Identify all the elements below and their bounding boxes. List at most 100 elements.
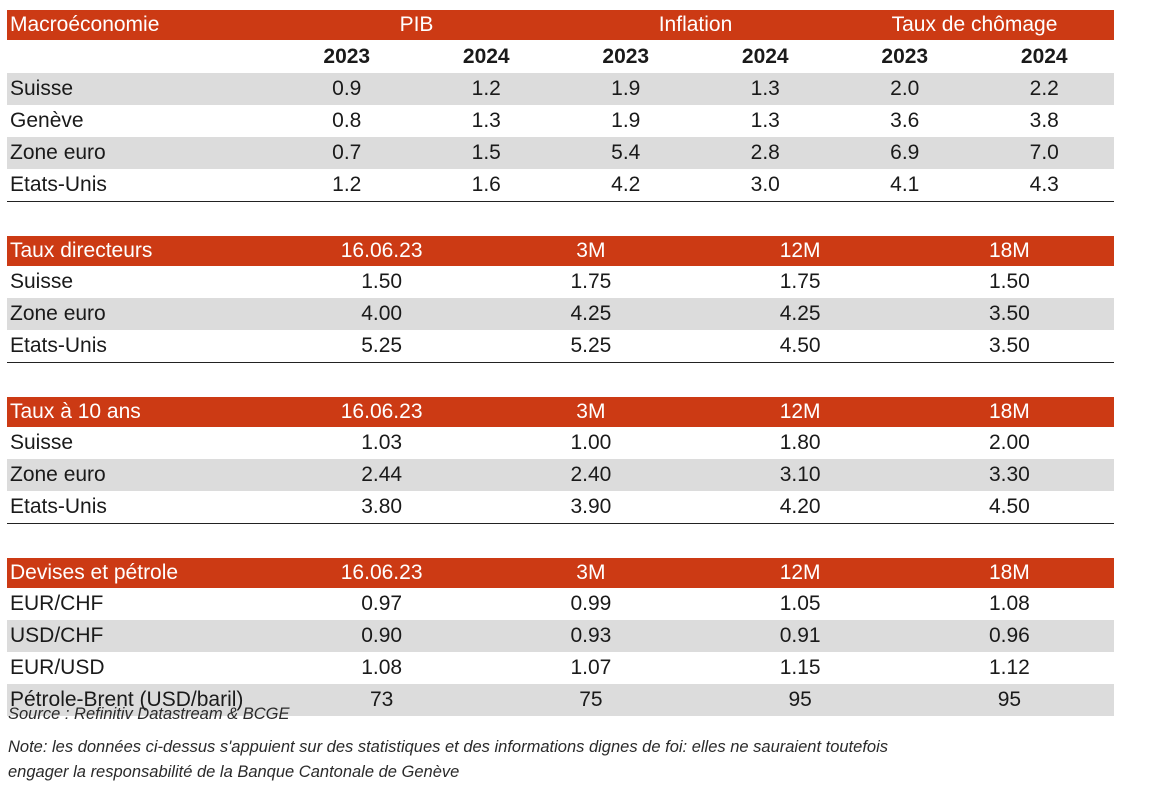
table-row: Pétrole-Brent (USD/baril) 73 75 95 95 xyxy=(7,684,1114,716)
devises-header-row: Devises et pétrole 16.06.23 3M 12M 18M xyxy=(7,558,1114,588)
year-cell: 2023 xyxy=(323,44,371,68)
value-cell: 2.2 xyxy=(974,73,1114,105)
column-header: 16.06.23 xyxy=(277,397,487,427)
table-spacer xyxy=(7,363,1114,397)
row-label: Genève xyxy=(10,109,84,132)
value-cell: 1.50 xyxy=(988,270,1030,293)
table-row: Etats-Unis 1.2 1.6 4.2 3.0 4.1 4.3 xyxy=(7,169,1114,202)
row-label: USD/CHF xyxy=(7,620,277,652)
value-cell: 1.05 xyxy=(779,592,821,615)
row-label: Suisse xyxy=(7,73,277,105)
value-cell: 0.93 xyxy=(486,620,696,652)
value-cell: 4.00 xyxy=(277,298,487,330)
row-label: EUR/CHF xyxy=(10,592,104,615)
value-cell: 1.08 xyxy=(988,592,1030,615)
value-cell: 2.8 xyxy=(695,137,835,169)
value-cell: 4.20 xyxy=(695,491,905,524)
devises-table: Devises et pétrole 16.06.23 3M 12M 18M E… xyxy=(7,558,1114,716)
value-cell: 4.50 xyxy=(904,491,1114,524)
column-header: 16.06.23 xyxy=(277,236,487,266)
pib-header: PIB xyxy=(277,10,556,40)
table-row: Zone euro 2.44 2.40 3.10 3.30 xyxy=(7,459,1114,491)
table-row: Zone euro 4.00 4.25 4.25 3.50 xyxy=(7,298,1114,330)
directeurs-title: Taux directeurs xyxy=(7,236,277,266)
chomage-header: Taux de chômage xyxy=(835,10,1114,40)
value-cell: 95 xyxy=(904,684,1114,716)
empty-cell xyxy=(7,40,277,73)
row-label: Etats-Unis xyxy=(7,169,277,202)
value-cell: 2.0 xyxy=(835,73,975,105)
table-row: EUR/USD 1.08 1.07 1.15 1.12 xyxy=(7,652,1114,684)
value-cell: 0.7 xyxy=(277,137,417,169)
value-cell: 3.8 xyxy=(1029,109,1059,132)
year-cell: 2023 xyxy=(881,44,929,68)
directeurs-table: Taux directeurs 16.06.23 3M 12M 18M Suis… xyxy=(7,236,1114,363)
source-note: Source : Refinitiv Datastream & BCGE xyxy=(8,705,290,723)
value-cell: 2.00 xyxy=(988,431,1030,454)
value-cell: 1.75 xyxy=(570,270,612,293)
value-cell: 1.2 xyxy=(277,169,417,202)
table-row: Genève 0.8 1.3 1.9 1.3 3.6 3.8 xyxy=(7,105,1114,137)
disclaimer-line-2: engager la responsabilité de la Banque C… xyxy=(8,763,460,781)
value-cell: 3.50 xyxy=(904,298,1114,330)
column-header: 3M xyxy=(486,397,696,427)
row-label: Zone euro xyxy=(7,137,277,169)
column-header: 3M xyxy=(486,558,696,588)
column-header: 18M xyxy=(904,236,1114,266)
column-header: 12M xyxy=(695,236,905,266)
macro-title: Macroéconomie xyxy=(7,10,277,40)
row-label: EUR/USD xyxy=(10,656,105,679)
value-cell: 5.25 xyxy=(277,330,487,363)
value-cell: 1.75 xyxy=(779,270,821,293)
table-row: Suisse 1.50 1.75 1.75 1.50 xyxy=(7,266,1114,298)
value-cell: 3.10 xyxy=(695,459,905,491)
value-cell: 7.0 xyxy=(974,137,1114,169)
row-label: Zone euro xyxy=(7,298,277,330)
value-cell: 4.50 xyxy=(695,330,905,363)
value-cell: 1.08 xyxy=(361,656,403,679)
value-cell: 1.80 xyxy=(779,431,821,454)
row-label: Suisse xyxy=(10,270,74,293)
value-cell: 1.00 xyxy=(570,431,612,454)
table-row: Suisse 1.03 1.00 1.80 2.00 xyxy=(7,427,1114,459)
value-cell: 4.25 xyxy=(486,298,696,330)
column-header: 18M xyxy=(904,558,1114,588)
value-cell: 3.80 xyxy=(277,491,487,524)
table-row: Etats-Unis 3.80 3.90 4.20 4.50 xyxy=(7,491,1114,524)
value-cell: 0.9 xyxy=(277,73,417,105)
row-label: Suisse xyxy=(10,431,74,454)
value-cell: 4.25 xyxy=(695,298,905,330)
forecast-sheet: Macroéconomie PIB Inflation Taux de chôm… xyxy=(7,10,1114,716)
value-cell: 1.50 xyxy=(361,270,403,293)
value-cell: 0.99 xyxy=(570,592,612,615)
value-cell: 1.07 xyxy=(570,656,612,679)
column-header: 12M xyxy=(695,558,905,588)
inflation-header: Inflation xyxy=(556,10,835,40)
value-cell: 3.0 xyxy=(695,169,835,202)
value-cell: 1.03 xyxy=(361,431,403,454)
column-header: 3M xyxy=(486,236,696,266)
value-cell: 1.12 xyxy=(988,656,1030,679)
footer-notes: Source : Refinitiv Datastream & BCGE Not… xyxy=(8,705,1148,785)
value-cell: 1.9 xyxy=(556,73,696,105)
taux10-table: Taux à 10 ans 16.06.23 3M 12M 18M Suisse… xyxy=(7,397,1114,524)
value-cell: 1.5 xyxy=(416,137,556,169)
column-header: 18M xyxy=(904,397,1114,427)
table-row: USD/CHF 0.90 0.93 0.91 0.96 xyxy=(7,620,1114,652)
value-cell: 0.97 xyxy=(361,592,403,615)
year-cell: 2023 xyxy=(602,44,650,68)
value-cell: 0.90 xyxy=(277,620,487,652)
value-cell: 4.3 xyxy=(974,169,1114,202)
devises-title: Devises et pétrole xyxy=(7,558,277,588)
value-cell: 75 xyxy=(486,684,696,716)
column-header: 12M xyxy=(695,397,905,427)
value-cell: 5.25 xyxy=(486,330,696,363)
table-spacer xyxy=(7,524,1114,558)
table-row: Etats-Unis 5.25 5.25 4.50 3.50 xyxy=(7,330,1114,363)
row-label: Zone euro xyxy=(7,459,277,491)
value-cell: 95 xyxy=(695,684,905,716)
value-cell: 1.2 xyxy=(416,73,556,105)
table-spacer xyxy=(7,202,1114,236)
value-cell: 4.1 xyxy=(835,169,975,202)
year-cell: 2024 xyxy=(1020,44,1068,68)
